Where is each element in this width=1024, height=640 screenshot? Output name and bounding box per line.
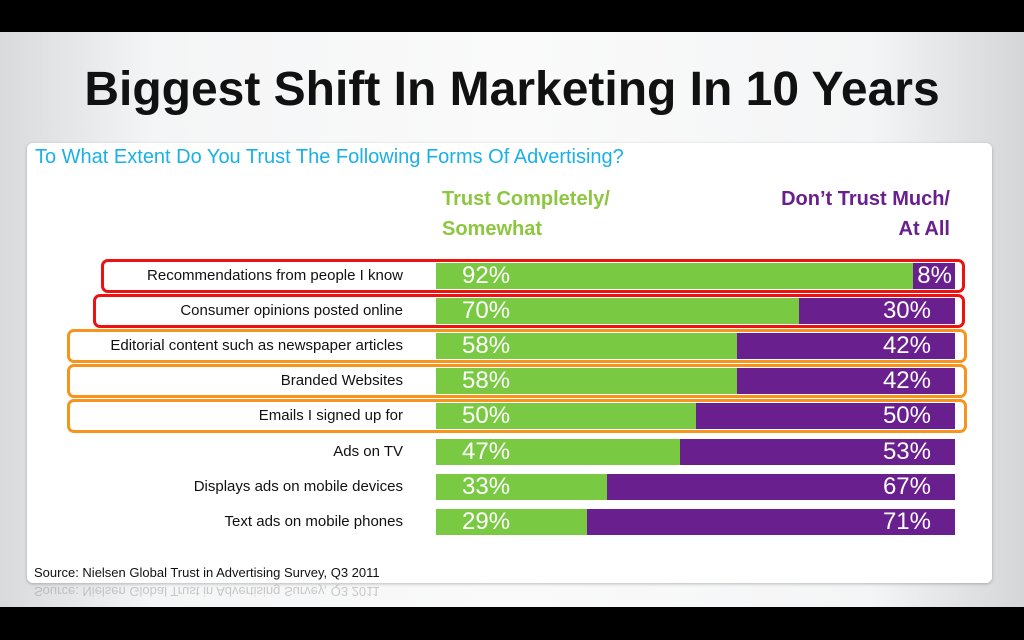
slide-title: Biggest Shift In Marketing In 10 Years	[84, 63, 940, 116]
highlight-box	[67, 399, 967, 434]
bar-distrust: 71%	[586, 508, 955, 535]
category-label: Branded Websites	[280, 372, 403, 390]
category-label: Emails I signed up for	[258, 407, 403, 425]
category-label: Ads on TV	[333, 442, 403, 460]
highlight-box	[67, 329, 967, 364]
bar-trust: 29%	[436, 508, 587, 535]
category-label: Editorial content such as newspaper arti…	[110, 337, 403, 355]
category-label: Recommendations from people I know	[147, 267, 403, 284]
category-label: Displays ads on mobile devices	[193, 477, 403, 495]
bar-trust: 70%	[436, 298, 800, 325]
source-reflection: Source: Nielsen Global Trust in Advertis…	[34, 584, 380, 599]
category-label: Consumer opinions posted online	[180, 302, 403, 320]
highlight-box	[93, 294, 965, 329]
bar-distrust: 42%	[737, 368, 955, 395]
chart-title: To What Extent Do You Trust The Followin…	[35, 146, 624, 168]
bar-distrust: 67%	[607, 473, 955, 500]
highlight-box	[101, 259, 965, 293]
legend-trust-line2: Somewhat	[442, 218, 543, 240]
bar-distrust: 30%	[799, 298, 955, 325]
legend-distrust-line1: Don’t Trust Much/	[781, 188, 950, 210]
legend-trust-line1: Trust Completely/	[442, 188, 610, 210]
bar-distrust: 53%	[679, 438, 955, 465]
legend-distrust: Don’t Trust Much/ At All	[781, 184, 950, 244]
bar-distrust: 50%	[695, 403, 955, 430]
bar-trust: 58%	[436, 368, 738, 395]
source-note: Source: Nielsen Global Trust in Advertis…	[34, 565, 380, 580]
bar-trust: 47%	[436, 438, 680, 465]
bar-trust: 92%	[436, 263, 914, 289]
highlight-box	[67, 364, 967, 399]
category-label: Text ads on mobile phones	[224, 512, 403, 530]
bar-trust: 58%	[436, 333, 738, 360]
legend-trust: Trust Completely/ Somewhat	[442, 184, 610, 244]
bar-trust: 33%	[436, 473, 608, 500]
legend-distrust-line2: At All	[898, 218, 950, 240]
bar-trust: 50%	[436, 403, 696, 430]
bar-distrust: 42%	[737, 333, 955, 360]
bar-distrust: 8%	[913, 263, 955, 289]
